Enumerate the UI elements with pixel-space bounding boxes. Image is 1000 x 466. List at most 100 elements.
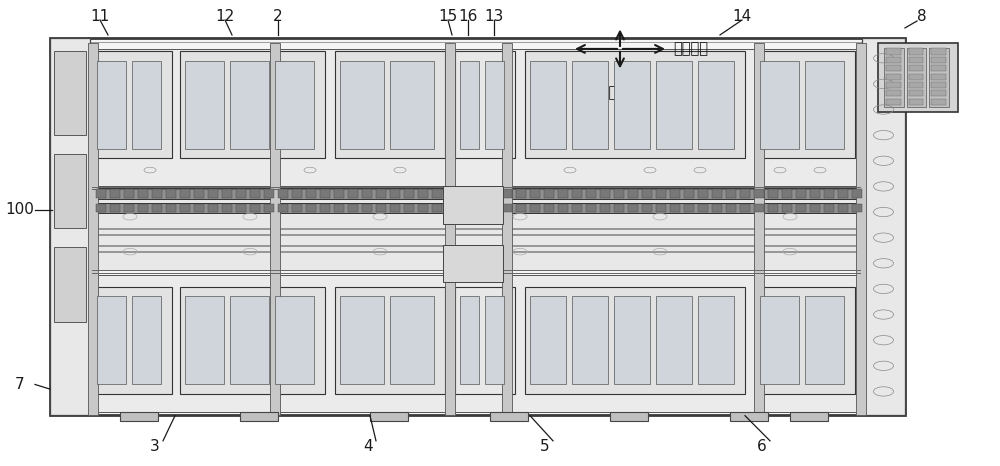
Bar — [782, 189, 792, 198]
Bar — [474, 189, 484, 198]
Bar — [376, 204, 386, 212]
Bar — [348, 204, 358, 212]
Bar — [443, 186, 503, 224]
Bar — [907, 48, 926, 107]
Bar — [340, 296, 384, 384]
Bar — [194, 204, 204, 212]
Bar — [782, 204, 792, 212]
Bar — [586, 189, 596, 198]
Bar — [931, 99, 946, 105]
Bar — [446, 189, 456, 198]
Bar — [236, 204, 246, 212]
Bar — [460, 189, 470, 198]
Bar — [544, 204, 554, 212]
Text: 4: 4 — [363, 439, 373, 454]
Bar — [488, 204, 498, 212]
Bar — [656, 296, 692, 384]
Bar — [110, 204, 120, 212]
Bar — [180, 204, 190, 212]
Bar — [886, 48, 901, 55]
Bar — [474, 204, 484, 212]
Bar — [931, 82, 946, 88]
Bar — [684, 189, 694, 198]
Bar — [886, 65, 901, 71]
Bar — [362, 189, 372, 198]
Bar — [488, 189, 498, 198]
Bar — [614, 61, 650, 149]
Bar — [642, 189, 652, 198]
Bar — [740, 189, 750, 198]
Bar — [443, 245, 503, 282]
Bar — [348, 189, 358, 198]
Bar — [698, 61, 734, 149]
Bar — [698, 296, 734, 384]
Bar — [931, 74, 946, 80]
Bar — [810, 189, 820, 198]
Bar — [230, 61, 269, 149]
Bar — [362, 204, 372, 212]
Bar — [236, 189, 246, 198]
Bar — [614, 189, 624, 198]
Bar — [558, 189, 568, 198]
Bar — [670, 204, 680, 212]
Bar — [760, 296, 799, 384]
Bar — [768, 204, 778, 212]
Bar — [230, 296, 269, 384]
Text: 第一方向: 第一方向 — [673, 41, 708, 56]
Bar — [418, 204, 428, 212]
Bar — [931, 48, 946, 55]
Bar — [180, 51, 325, 158]
Bar — [110, 189, 120, 198]
Bar — [572, 204, 582, 212]
Bar — [124, 189, 134, 198]
Bar — [600, 189, 610, 198]
Bar — [886, 82, 901, 88]
Bar — [460, 296, 479, 384]
Bar — [306, 204, 316, 212]
Bar — [909, 65, 923, 71]
Text: 14: 14 — [732, 9, 752, 24]
Bar — [194, 189, 204, 198]
Bar — [185, 296, 224, 384]
Bar — [525, 287, 745, 394]
Bar — [455, 287, 515, 394]
Bar — [754, 204, 764, 212]
Bar — [502, 189, 512, 198]
Bar — [730, 412, 768, 421]
Bar — [502, 43, 512, 415]
Bar — [628, 189, 638, 198]
Bar — [712, 189, 722, 198]
Bar — [726, 189, 736, 198]
Bar — [240, 412, 278, 421]
Bar — [97, 61, 126, 149]
Bar — [931, 57, 946, 63]
Bar — [760, 61, 799, 149]
Bar — [755, 287, 855, 394]
Text: 2: 2 — [273, 9, 283, 24]
Bar — [264, 189, 274, 198]
Bar — [96, 204, 106, 212]
Bar — [132, 296, 161, 384]
Bar — [292, 189, 302, 198]
Bar — [208, 189, 218, 198]
Bar — [92, 188, 860, 199]
Bar — [138, 204, 148, 212]
Bar — [92, 287, 172, 394]
Bar — [370, 412, 408, 421]
Bar — [124, 204, 134, 212]
Bar — [445, 43, 455, 415]
Bar — [856, 43, 866, 415]
Bar — [525, 51, 745, 158]
Bar — [755, 51, 855, 158]
Bar — [432, 189, 442, 198]
Bar — [572, 296, 608, 384]
Bar — [222, 189, 232, 198]
Bar — [740, 204, 750, 212]
Bar — [455, 51, 515, 158]
Bar — [460, 204, 470, 212]
Bar — [931, 65, 946, 71]
Text: 7: 7 — [15, 377, 25, 392]
Bar — [306, 189, 316, 198]
Bar — [264, 204, 274, 212]
Bar — [614, 204, 624, 212]
